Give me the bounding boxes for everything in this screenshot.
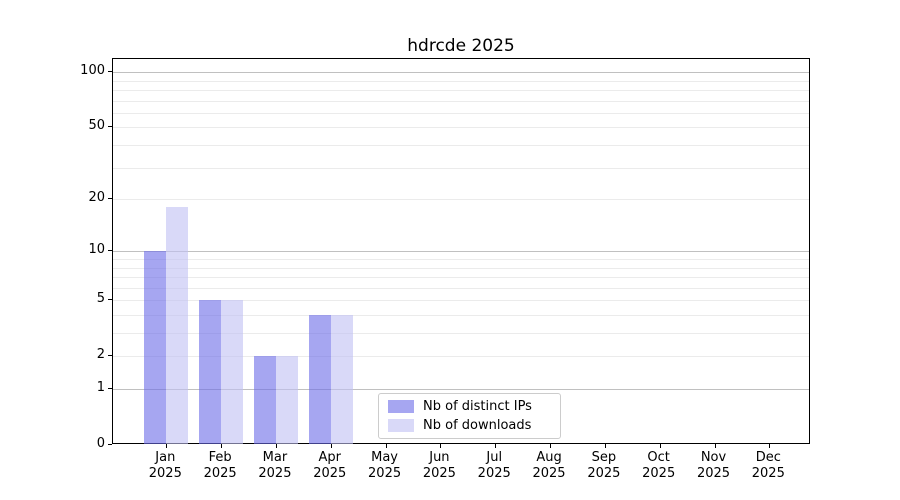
y-gridline-minor (113, 314, 809, 316)
y-tick-label: 0 (96, 436, 105, 451)
x-tick-label: Jun 2025 (422, 450, 456, 481)
x-tick-mark (330, 444, 332, 448)
y-tick-mark (108, 388, 112, 389)
y-gridline-minor (113, 167, 809, 169)
y-gridline-minor (113, 112, 809, 114)
bar-distinct-ips (308, 314, 331, 444)
y-gridline-minor (113, 287, 809, 289)
x-tick-mark (440, 444, 442, 448)
bar-downloads (275, 356, 298, 444)
legend-item-downloads: Nb of downloads (388, 418, 551, 433)
bar-distinct-ips (144, 251, 167, 444)
legend-swatch-distinct-ips (388, 400, 414, 413)
y-gridline-minor (113, 145, 809, 147)
x-tick-label: Jan 2025 (148, 450, 182, 481)
x-tick-mark (659, 444, 661, 448)
y-gridline-minor (113, 199, 809, 201)
bar-distinct-ips (199, 300, 222, 444)
y-gridline-minor (113, 259, 809, 260)
legend: Nb of distinct IPs Nb of downloads (378, 393, 561, 439)
y-tick-mark (108, 126, 112, 128)
y-gridline-major (113, 389, 809, 390)
y-gridline-minor (113, 267, 809, 269)
bar-distinct-ips (253, 356, 276, 444)
x-tick-mark (495, 444, 497, 448)
legend-label-downloads: Nb of downloads (423, 418, 532, 433)
y-tick-mark (108, 299, 112, 301)
y-tick-label: 20 (88, 190, 105, 206)
y-gridline-major (113, 72, 809, 74)
x-tick-label: Aug 2025 (532, 450, 566, 481)
y-tick-label: 100 (80, 63, 105, 79)
x-tick-label: Dec 2025 (751, 450, 785, 481)
y-tick-label: 10 (88, 242, 105, 258)
plot-area: 0 1 2 5 10 20 50 100 (80, 58, 810, 451)
x-tick-label: Oct 2025 (642, 450, 676, 481)
bar-downloads (221, 300, 244, 444)
x-tick-label: Feb 2025 (203, 450, 237, 481)
x-tick-label: Nov 2025 (696, 450, 731, 481)
x-tick-mark (275, 444, 277, 448)
y-gridline-minor (113, 300, 809, 302)
x-tick-label: Jul 2025 (477, 450, 511, 481)
bar-downloads (166, 207, 189, 444)
x-tick-mark (221, 444, 223, 448)
y-tick-mark (108, 250, 112, 252)
y-gridline-minor (113, 100, 809, 102)
y-gridline-minor (113, 277, 809, 279)
x-tick-label: Apr 2025 (313, 450, 347, 481)
legend-swatch-downloads (388, 419, 414, 432)
y-tick-label: 50 (88, 118, 105, 134)
legend-label-distinct-ips: Nb of distinct IPs (423, 399, 532, 414)
x-tick-mark (385, 444, 387, 448)
y-gridline-minor (113, 356, 809, 358)
y-tick-mark (108, 71, 112, 73)
y-tick-mark (108, 355, 112, 357)
y-gridline-minor (113, 127, 809, 129)
x-tick-mark (604, 444, 606, 448)
y-gridline-minor (113, 333, 809, 335)
y-tick-mark (108, 198, 112, 200)
x-tick-mark (550, 444, 552, 448)
bar-downloads (330, 314, 353, 444)
y-gridline-minor (113, 90, 809, 92)
x-tick-mark (166, 444, 168, 448)
chart-title: hdrcde 2025 (407, 36, 515, 56)
x-tick-label: Mar 2025 (258, 450, 292, 481)
x-tick-label: Sep 2025 (587, 450, 621, 481)
y-gridline-major (113, 251, 809, 253)
y-tick-mark (108, 444, 112, 445)
x-tick-mark (769, 444, 771, 448)
legend-item-distinct-ips: Nb of distinct IPs (388, 399, 551, 414)
x-tick-label: May 2025 (368, 450, 402, 481)
y-gridline-minor (113, 80, 809, 82)
y-tick-label: 1 (96, 380, 105, 395)
y-tick-label: 2 (96, 347, 105, 363)
x-tick-mark (714, 444, 716, 448)
y-tick-label: 5 (96, 291, 105, 307)
